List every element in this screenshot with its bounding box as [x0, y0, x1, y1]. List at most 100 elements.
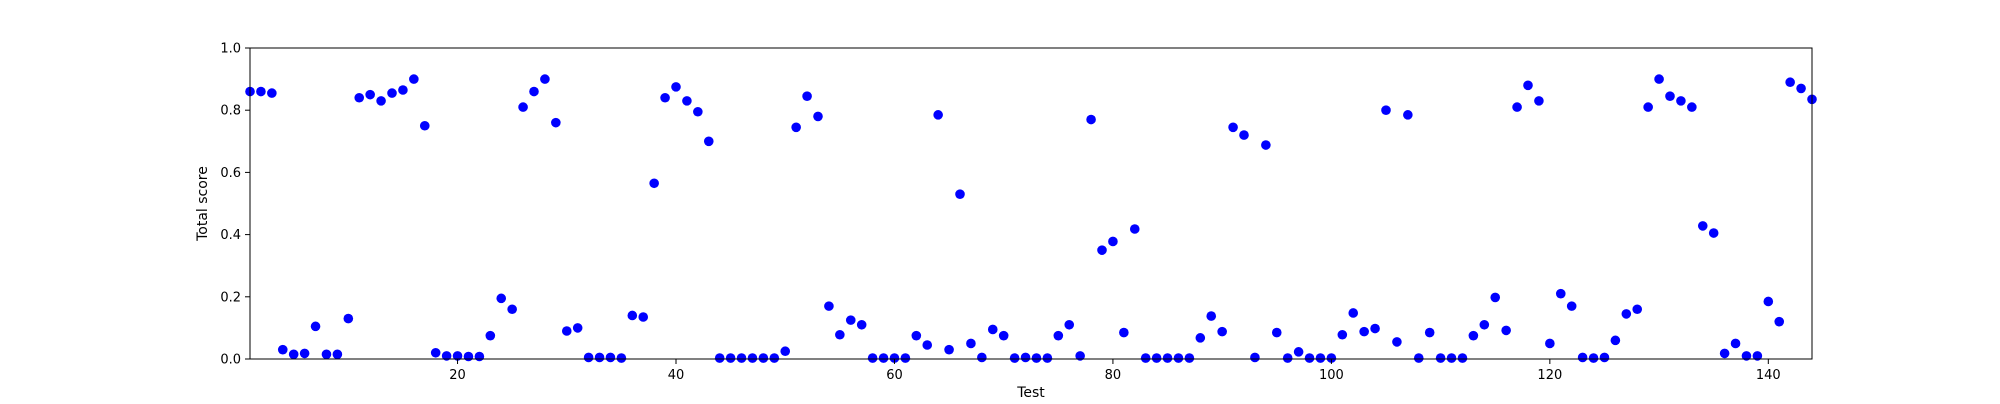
data-point [1326, 353, 1337, 363]
data-point [856, 319, 867, 330]
data-point [1304, 353, 1315, 363]
data-point [1523, 80, 1533, 91]
y-axis-ticks: 0.0 0.2 0.4 0.6 0.8 1.0 [220, 42, 250, 368]
data-point [1064, 319, 1075, 330]
data-point [387, 88, 397, 98]
data-point [1195, 333, 1206, 343]
data-point [299, 348, 310, 359]
data-point [616, 353, 627, 363]
data-point [343, 313, 354, 324]
data-point [944, 344, 954, 355]
data-point [813, 111, 823, 122]
data-point [1697, 221, 1708, 231]
data-point [1381, 105, 1391, 115]
data-point [1752, 351, 1763, 361]
data-point [1588, 353, 1599, 363]
data-point [1763, 296, 1774, 307]
data-point [1555, 288, 1566, 299]
data-point [1020, 352, 1031, 363]
x-axis-label: Test [1016, 385, 1045, 400]
data-point [288, 349, 299, 360]
data-point [1162, 353, 1173, 363]
data-point [747, 353, 758, 363]
data-point [1239, 130, 1249, 140]
x-axis-ticks: 20 40 60 80 100 120 140 [449, 359, 1781, 383]
data-point [1468, 330, 1479, 341]
data-point [1730, 338, 1741, 349]
data-point [889, 353, 900, 363]
data-point [540, 74, 550, 84]
data-point [1741, 351, 1752, 361]
data-point [1708, 228, 1719, 238]
y-tick-label: 0.4 [220, 228, 241, 243]
data-point [1315, 353, 1326, 363]
data-point [1446, 353, 1457, 363]
y-tick-label: 0.0 [220, 353, 241, 368]
data-point [1424, 327, 1435, 338]
data-point [1785, 77, 1795, 88]
data-point [496, 293, 507, 304]
data-point [1173, 353, 1184, 363]
data-point [1370, 323, 1380, 334]
data-point [933, 110, 943, 120]
x-tick-label: 20 [449, 368, 466, 383]
data-point [583, 352, 594, 363]
data-point [627, 310, 638, 321]
data-point [267, 88, 277, 98]
data-point [409, 74, 419, 84]
data-point [1097, 245, 1107, 255]
data-point [1566, 301, 1577, 311]
x-tick-label: 40 [668, 368, 685, 383]
data-point [1479, 319, 1490, 330]
data-point [1676, 96, 1686, 106]
data-point [441, 351, 452, 361]
data-point [463, 351, 474, 362]
data-point [1228, 122, 1238, 133]
data-point [474, 351, 485, 362]
data-point [1119, 327, 1129, 338]
data-point [835, 329, 845, 340]
data-point [1534, 96, 1544, 106]
data-point [1053, 330, 1064, 341]
data-point [1621, 309, 1632, 319]
data-point [1457, 353, 1468, 363]
y-tick-label: 0.2 [220, 290, 241, 305]
data-point [1719, 348, 1730, 359]
data-point [321, 349, 332, 360]
data-point [594, 352, 605, 363]
data-point [955, 189, 965, 199]
data-point [1217, 326, 1227, 337]
data-point [736, 353, 747, 363]
plot-area-frame [249, 47, 1813, 360]
data-point [1654, 74, 1664, 84]
data-point [485, 330, 496, 341]
data-point [398, 85, 408, 95]
data-point [791, 122, 801, 133]
data-point [310, 321, 321, 332]
data-point [1009, 353, 1020, 363]
data-point [671, 82, 681, 92]
data-point [1774, 316, 1785, 327]
x-tick-label: 120 [1537, 368, 1562, 383]
data-point [551, 117, 561, 128]
data-point [1293, 347, 1304, 357]
x-tick-label: 60 [886, 368, 903, 383]
data-point [561, 326, 572, 336]
data-point [649, 178, 659, 189]
data-point [824, 301, 834, 311]
data-point [354, 92, 365, 103]
data-point [1086, 114, 1096, 125]
data-point [966, 338, 976, 349]
data-point [900, 353, 911, 363]
y-tick-label: 0.8 [220, 104, 241, 119]
data-point [1140, 353, 1151, 363]
data-point [660, 92, 670, 103]
data-point [1687, 102, 1697, 112]
data-point [780, 346, 791, 357]
data-point [1435, 353, 1446, 363]
data-point [1577, 352, 1588, 363]
data-point [507, 304, 517, 315]
data-point [1206, 311, 1217, 321]
